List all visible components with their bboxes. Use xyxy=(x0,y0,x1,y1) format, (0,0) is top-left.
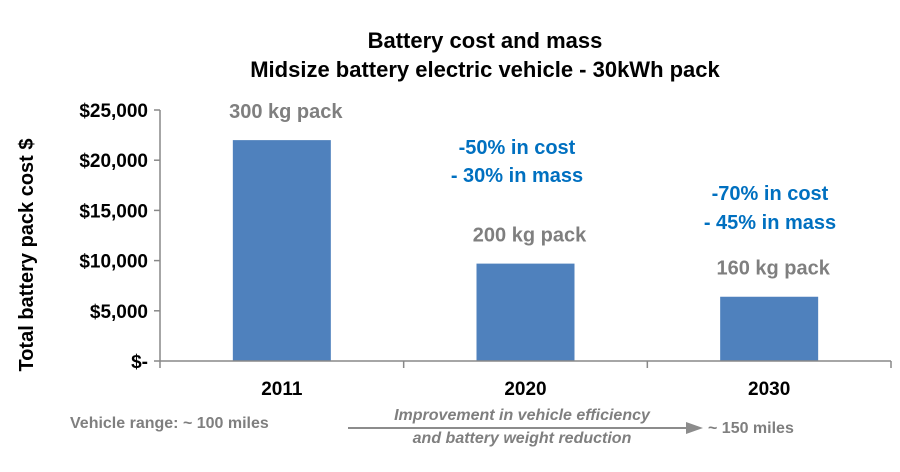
bar-label-2011: 300 kg pack xyxy=(229,101,343,123)
bar-label-2030: 160 kg pack xyxy=(716,258,830,280)
y-axis-label: Total battery pack cost $ xyxy=(16,138,38,371)
y-tick-label: $10,000 xyxy=(79,252,148,273)
y-tick-label: $15,000 xyxy=(79,201,148,222)
y-tick-label: $- xyxy=(131,352,148,373)
chart-title: Battery cost and mass xyxy=(368,28,603,53)
annotation-2020-cost: -50% in cost xyxy=(459,137,576,159)
x-tick-label: 2020 xyxy=(504,379,546,400)
bar-label-2020: 200 kg pack xyxy=(473,225,587,247)
y-tick-label: $25,000 xyxy=(79,101,148,122)
y-tick-label: $5,000 xyxy=(90,302,148,323)
range-2030-note: ~ 150 miles xyxy=(708,420,794,437)
arrow-head-icon xyxy=(686,422,703,434)
range-2011-note: Vehicle range: ~ 100 miles xyxy=(70,415,269,432)
annotation-2020-mass: - 30% in mass xyxy=(451,165,583,187)
bar-2020 xyxy=(476,263,575,361)
annotation-2030-mass: - 45% in mass xyxy=(704,212,836,234)
y-tick-label: $20,000 xyxy=(79,151,148,172)
x-tick-label: 2011 xyxy=(261,379,303,400)
x-tick-label: 2030 xyxy=(748,379,790,400)
bar-2011 xyxy=(232,140,331,361)
chart-subtitle: Midsize battery electric vehicle - 30kWh… xyxy=(250,57,720,82)
bar-2030 xyxy=(720,296,819,361)
annotation-2030-cost: -70% in cost xyxy=(712,183,829,205)
improvement-note-line2: and battery weight reduction xyxy=(413,430,632,447)
improvement-note-line1: Improvement in vehicle efficiency xyxy=(394,407,651,424)
